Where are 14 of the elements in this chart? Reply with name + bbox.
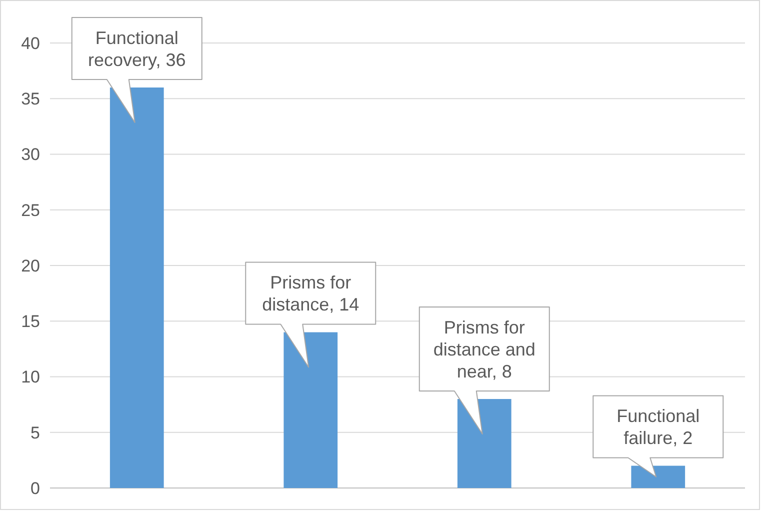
- y-tick-label: 40: [21, 34, 40, 53]
- y-tick-label: 10: [21, 368, 40, 387]
- data-label: Functional recovery, 36: [88, 28, 186, 70]
- y-tick-label: 25: [21, 200, 40, 220]
- y-tick-label: 5: [30, 423, 40, 442]
- data-label: Functional failure, 2: [616, 406, 700, 448]
- y-tick-label: 15: [21, 312, 40, 332]
- data-label: Prisms for distance and near, 8: [433, 317, 536, 382]
- bar: [631, 466, 686, 488]
- y-tick-label: 30: [21, 145, 40, 164]
- data-label: Prisms for distance, 14: [262, 272, 360, 315]
- y-tick-label: 35: [21, 90, 40, 109]
- y-tick-label: 20: [21, 256, 40, 276]
- y-tick-label: 0: [30, 478, 40, 498]
